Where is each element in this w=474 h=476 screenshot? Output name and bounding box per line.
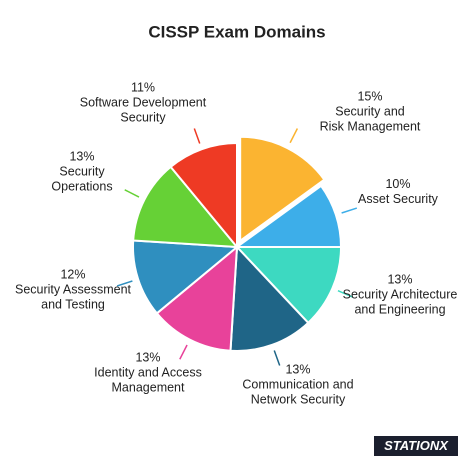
pie-slice [132, 165, 240, 249]
pie-slice [234, 246, 343, 325]
slice-label: Security and [335, 104, 405, 118]
leader-line [273, 350, 281, 366]
value-label: 11% [131, 80, 155, 94]
slice-label: and Testing [41, 297, 105, 311]
value-label: 13% [69, 149, 94, 163]
value-label: 13% [285, 362, 310, 376]
slice-label: Security [59, 164, 105, 178]
value-label: 12% [60, 267, 85, 281]
value-label: 13% [135, 350, 160, 364]
value-label: 10% [385, 177, 410, 191]
pie-slice [132, 239, 240, 315]
value-label: 13% [387, 272, 412, 286]
pie-slice [155, 244, 239, 352]
pie-slice [229, 244, 310, 352]
leader-line [289, 128, 299, 144]
slice-label: Management [112, 380, 185, 394]
logo-box [374, 436, 458, 456]
leader-line [193, 128, 201, 144]
chart-title: CISSP Exam Domains [148, 22, 325, 41]
leader-line [116, 280, 133, 287]
slice-label: Asset Security [358, 192, 439, 206]
slice-label: Security [120, 110, 166, 124]
logo: STATIONX [384, 438, 449, 453]
slice-label: Security Assessment [15, 282, 132, 296]
slice-label: Network Security [251, 392, 346, 406]
slice-label: Communication and [242, 377, 353, 391]
slice-label: Software Development [80, 95, 207, 109]
slice-label: Identity and Access [94, 365, 202, 379]
slice-label: Risk Management [320, 119, 421, 133]
pie-slice [169, 141, 238, 250]
slice-label: and Engineering [354, 302, 445, 316]
leader-line [341, 207, 358, 214]
value-label: 15% [357, 89, 382, 103]
leader-line [179, 344, 188, 360]
pie-slice [239, 135, 326, 243]
leader-line [124, 189, 140, 198]
slice-label: Operations [51, 179, 112, 193]
leader-line [337, 289, 353, 298]
slice-label: Security Architecture [343, 287, 458, 301]
